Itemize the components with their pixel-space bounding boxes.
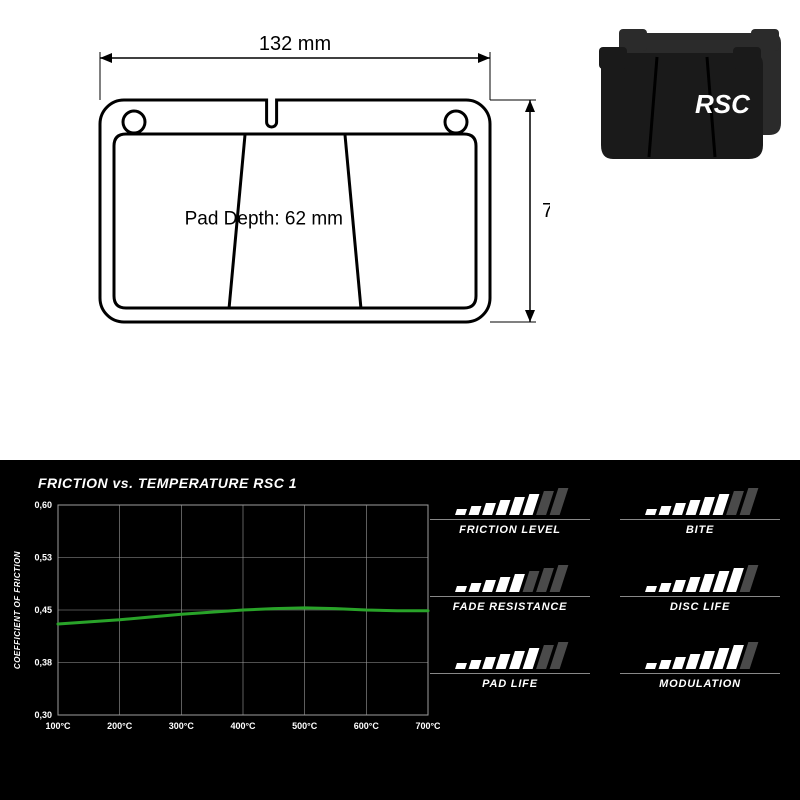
ratings-grid: FRICTION LEVEL BITE FADE RESISTANCE DISC LI… [430, 485, 780, 690]
rating-bars [430, 485, 590, 515]
svg-text:600°C: 600°C [354, 721, 380, 731]
rating-bars [620, 485, 780, 515]
svg-text:77 mm: 77 mm [542, 200, 550, 222]
rating-label: BITE [620, 519, 780, 536]
svg-text:COEFFICIENT OF FRICTION: COEFFICIENT OF FRICTION [13, 551, 22, 669]
svg-text:132 mm: 132 mm [259, 33, 331, 55]
rating-modulation: MODULATION [620, 639, 780, 690]
svg-text:0,53: 0,53 [34, 553, 52, 563]
svg-text:0,60: 0,60 [34, 500, 52, 510]
svg-text:300°C: 300°C [169, 721, 195, 731]
rating-bite: BITE [620, 485, 780, 536]
svg-text:Pad Depth: 62 mm: Pad Depth: 62 mm [185, 208, 343, 229]
rating-bars [620, 639, 780, 669]
rating-fade-resistance: FADE RESISTANCE [430, 562, 590, 613]
svg-text:0,30: 0,30 [34, 710, 52, 720]
svg-text:0,38: 0,38 [34, 658, 52, 668]
friction-chart-container: FRICTION vs. TEMPERATURE RSC 1 COEFFICIE… [10, 475, 440, 762]
rating-bars [430, 639, 590, 669]
rating-label: FADE RESISTANCE [430, 596, 590, 613]
rating-friction-level: FRICTION LEVEL [430, 485, 590, 536]
svg-text:0,45: 0,45 [34, 605, 52, 615]
pad-photo: RSC [575, 15, 785, 180]
rating-disc-life: DISC LIFE [620, 562, 780, 613]
svg-text:700°C: 700°C [415, 721, 440, 731]
chart-title: FRICTION vs. TEMPERATURE RSC 1 [38, 475, 440, 491]
rating-label: DISC LIFE [620, 596, 780, 613]
rating-pad-life: PAD LIFE [430, 639, 590, 690]
rating-label: PAD LIFE [430, 673, 590, 690]
svg-text:500°C: 500°C [292, 721, 318, 731]
svg-text:RSC: RSC [695, 89, 751, 119]
upper-section: 132 mm 77 mm Pad Depth: 62 mm RSC [0, 0, 800, 440]
svg-text:400°C: 400°C [230, 721, 256, 731]
rating-label: FRICTION LEVEL [430, 519, 590, 536]
pad-schematic: 132 mm 77 mm Pad Depth: 62 mm [30, 20, 550, 425]
rating-bars [430, 562, 590, 592]
rating-bars [620, 562, 780, 592]
svg-text:100°C: 100°C [45, 721, 71, 731]
rating-label: MODULATION [620, 673, 780, 690]
lower-section: FRICTION vs. TEMPERATURE RSC 1 COEFFICIE… [0, 460, 800, 800]
svg-text:200°C: 200°C [107, 721, 133, 731]
